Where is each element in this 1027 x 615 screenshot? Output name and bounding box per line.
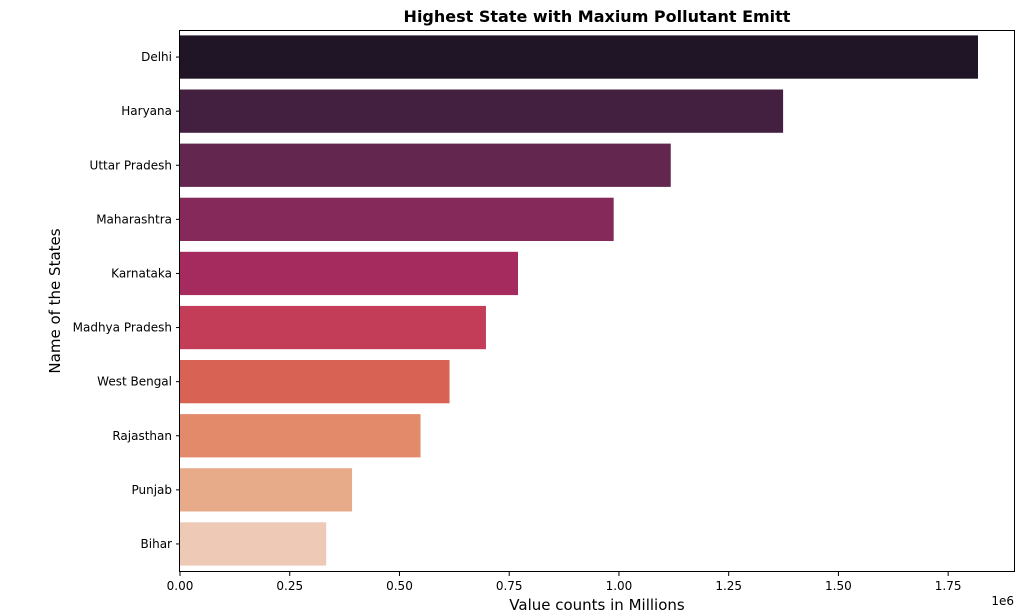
y-tick-label: Haryana — [121, 104, 172, 118]
bar-karnataka — [180, 251, 518, 296]
x-tick-label: 0.50 — [386, 579, 413, 593]
x-tick-label: 0.00 — [167, 579, 194, 593]
x-tick-label: 1.00 — [606, 579, 633, 593]
bar-uttar-pradesh — [180, 143, 671, 187]
x-axis: 0.00 0.25 0.50 0.75 1.00 1.25 1.50 1.75 — [167, 572, 962, 593]
y-axis: Delhi Haryana Uttar Pradesh Maharashtra Karn… — [73, 50, 180, 551]
x-tick-label: 0.25 — [276, 579, 303, 593]
y-tick-label: West Bengal — [97, 375, 172, 389]
bar-delhi — [180, 35, 979, 79]
y-tick-label: Maharashtra — [96, 212, 172, 226]
bar-madhya-pradesh — [180, 305, 486, 350]
bar-maharashtra — [180, 197, 614, 241]
x-tick-label: 0.75 — [496, 579, 523, 593]
bar-punjab — [180, 468, 353, 512]
plot-frame — [179, 30, 1015, 572]
x-tick-label: 1.75 — [935, 579, 962, 593]
x-axis-offset-label: 1e6 — [991, 594, 1014, 608]
bar-bihar — [180, 522, 327, 566]
x-axis-label: Value counts in Millions — [509, 596, 685, 614]
y-tick-label: Delhi — [141, 50, 172, 64]
bar-west-bengal — [180, 360, 450, 404]
y-tick-label: Punjab — [131, 483, 172, 497]
x-tick-label: 1.25 — [715, 579, 742, 593]
chart-title: Highest State with Maxium Pollutant Emit… — [404, 7, 791, 26]
y-tick-label: Rajasthan — [112, 429, 172, 443]
y-tick-label: Bihar — [141, 537, 173, 551]
y-tick-label: Madhya Pradesh — [73, 321, 172, 335]
x-tick-label: 1.50 — [825, 579, 852, 593]
bar-haryana — [180, 89, 784, 133]
y-axis-label: Name of the States — [46, 228, 64, 373]
y-tick-label: Karnataka — [111, 266, 172, 280]
bars-layer — [180, 35, 979, 566]
y-tick-label: Uttar Pradesh — [90, 158, 172, 172]
bar-rajasthan — [180, 414, 421, 458]
